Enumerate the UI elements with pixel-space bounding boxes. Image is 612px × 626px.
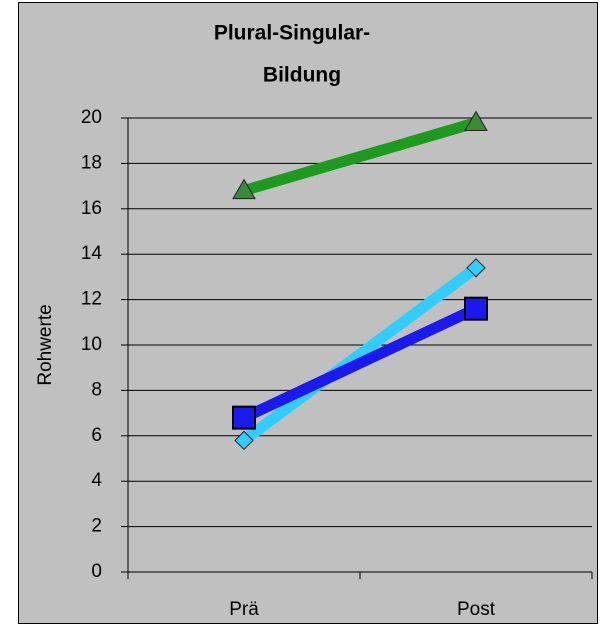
chart-frame bbox=[18, 2, 598, 624]
marker bbox=[232, 178, 256, 200]
marker bbox=[464, 110, 488, 132]
x-tick-label: Prä bbox=[229, 599, 259, 620]
y-tick-label: 0 bbox=[91, 561, 102, 582]
marker bbox=[232, 405, 256, 430]
y-tick-label: 6 bbox=[91, 425, 102, 446]
x-tick-label: Post bbox=[457, 599, 496, 620]
series-line bbox=[241, 303, 479, 423]
y-tick-label: 4 bbox=[91, 470, 102, 491]
y-tick-label: 14 bbox=[81, 243, 103, 264]
y-tick-label: 2 bbox=[91, 516, 102, 537]
y-tick-label: 8 bbox=[91, 379, 102, 400]
series-line bbox=[242, 117, 478, 196]
chart-title: Plural-Singular- bbox=[214, 22, 370, 45]
marker bbox=[234, 430, 254, 451]
y-tick-label: 18 bbox=[81, 152, 102, 173]
marker bbox=[466, 258, 486, 278]
y-tick-label: 10 bbox=[81, 334, 102, 355]
y-tick-label: 16 bbox=[81, 198, 102, 219]
y-axis-label: Rohwerte bbox=[35, 304, 56, 385]
chart-title: Bildung bbox=[263, 64, 341, 87]
y-tick-label: 12 bbox=[81, 289, 102, 310]
marker bbox=[464, 296, 488, 321]
series-line bbox=[240, 263, 480, 445]
y-tick-label: 20 bbox=[81, 107, 102, 128]
